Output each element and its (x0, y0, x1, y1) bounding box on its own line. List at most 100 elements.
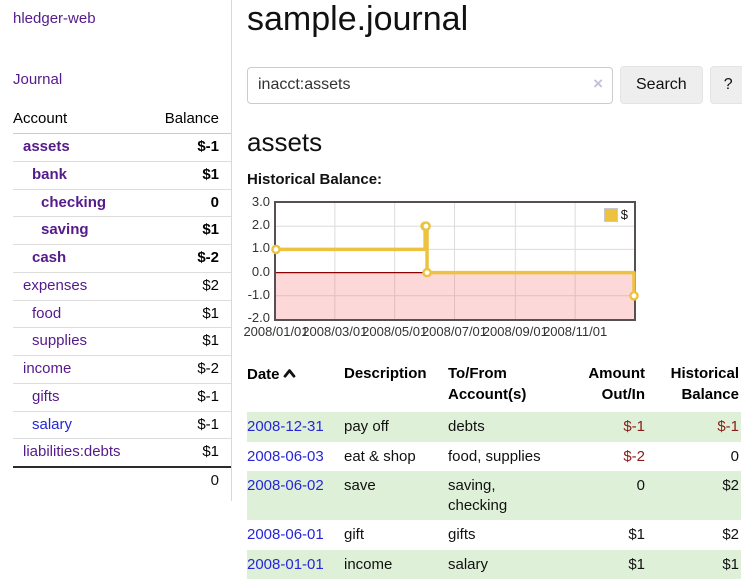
account-row: income $-2 (13, 355, 231, 384)
historical-balance-chart: $ 3.0 2.0 1.0 0.0 -1.0 -2.0 2008/01/01 2008/03/… (243, 194, 642, 344)
account-link[interactable]: food (32, 304, 62, 322)
account-page-title: assets (247, 127, 323, 158)
account-row: supplies $1 (13, 327, 231, 356)
account-link[interactable]: checking (41, 193, 107, 211)
description-cell: save (344, 477, 376, 495)
x-axis-tick-label: 2008/07/01 (421, 324, 488, 340)
x-axis-tick-label: 2008/09/01 (482, 324, 548, 340)
account-link[interactable]: assets (23, 138, 70, 155)
account-balance: $1 (147, 327, 231, 356)
account-row: cash $-2 (13, 244, 231, 273)
account-balance: $1 (202, 443, 219, 461)
account-link[interactable]: salary (32, 415, 73, 433)
description-cell: eat & shop (344, 447, 416, 465)
chart-plot-area: $ (271, 201, 639, 322)
col-balance: Historical Balance (670, 365, 739, 404)
date-link[interactable]: 2008-01-01 (247, 555, 324, 573)
register-table: Date Description To/From Account(s) Amou… (247, 361, 741, 580)
x-axis-tick-label: 2008/11/01 (543, 324, 608, 340)
sidebar: hledger-web Journal Account Balance asse… (0, 0, 232, 501)
accounts-cell: saving, checking (448, 477, 508, 514)
account-row: liabilities:debts $1 (13, 439, 231, 467)
account-row: assets $-1 (13, 133, 231, 162)
date-link[interactable]: 2008-12-31 (247, 418, 324, 436)
sort-asc-icon (283, 363, 296, 384)
account-row: food $1 (13, 300, 231, 329)
account-row: saving $1 (13, 216, 231, 245)
accounts-col-balance: Balance (147, 106, 231, 134)
date-link[interactable]: 2008-06-01 (247, 526, 324, 544)
date-link[interactable]: 2008-06-02 (247, 477, 324, 495)
legend-swatch-icon (603, 207, 618, 222)
account-balance: $-1 (147, 133, 231, 162)
search-input[interactable] (247, 66, 613, 104)
accounts-table: Account Balance assets $-1 bank $1 check… (13, 106, 231, 495)
account-link[interactable]: liabilities:debts (23, 443, 121, 461)
accounts-cell: food, supplies (448, 447, 541, 465)
account-balance: $1 (147, 300, 231, 329)
date-link[interactable]: 2008-06-03 (247, 447, 324, 465)
account-link[interactable]: saving (41, 221, 89, 239)
y-axis-tick-label: 1.0 (251, 240, 270, 256)
accounts-cell: salary (448, 555, 489, 573)
account-balance: 0 (147, 189, 231, 218)
description-cell: pay off (344, 418, 389, 436)
amount-cell: 0 (636, 477, 645, 495)
account-link[interactable]: income (23, 360, 72, 377)
legend-label: $ (620, 207, 628, 223)
y-axis-tick-label: 0.0 (251, 263, 270, 279)
balance-cell: $2 (722, 477, 739, 495)
page-title: sample.journal (247, 0, 469, 38)
account-balance: $-2 (147, 355, 231, 384)
y-axis-tick-label: 2.0 (251, 217, 270, 233)
balance-cell: $1 (722, 555, 739, 573)
description-cell: income (344, 555, 393, 573)
col-accounts: To/From Account(s) (448, 365, 527, 404)
account-link[interactable]: supplies (32, 332, 88, 350)
y-axis-tick-label: -2.0 (247, 310, 270, 326)
x-axis-tick-label: 2008/03/01 (302, 324, 368, 340)
account-balance: $-1 (147, 411, 231, 440)
help-button[interactable]: ? (709, 66, 742, 105)
account-link[interactable]: bank (32, 165, 68, 183)
chart-canvas (271, 203, 639, 320)
accounts-cell: gifts (448, 526, 476, 544)
account-row: expenses $2 (13, 272, 231, 301)
accounts-total-value: 0 (13, 466, 231, 495)
app-brand-link[interactable]: hledger-web (13, 10, 96, 27)
main-panel: sample.journal × Search ? assets Histori… (232, 0, 742, 582)
accounts-header-row: Account Balance (13, 106, 231, 134)
amount-cell: $1 (628, 555, 645, 573)
balance-cell: $-1 (717, 418, 739, 436)
search-form: × Search ? (247, 66, 742, 105)
description-cell: gift (344, 526, 365, 544)
account-balance: $1 (147, 216, 231, 245)
account-balance: $1 (147, 161, 231, 190)
account-row: checking 0 (13, 189, 231, 218)
x-axis-tick-label: 2008/05/01 (362, 324, 428, 340)
register-row: 2008-06-01 gift gifts $1 $2 (247, 520, 741, 550)
accounts-col-account: Account (13, 106, 148, 134)
search-button[interactable]: Search (620, 66, 703, 105)
register-row: 2008-06-02 save saving, checking 0 $2 (247, 471, 741, 521)
accounts-cell: debts (448, 418, 485, 436)
x-axis-tick-label: 2008/01/01 (243, 324, 309, 340)
account-balance: $-2 (147, 244, 231, 273)
account-link[interactable]: gifts (32, 387, 60, 405)
journal-link[interactable]: Journal (13, 71, 63, 88)
register-row: 2008-12-31 pay off debts $-1 $-1 (247, 412, 741, 442)
clear-search-icon[interactable]: × (593, 73, 603, 93)
chart-title: Historical Balance: (247, 171, 383, 189)
col-date[interactable]: Date (247, 361, 344, 412)
account-row: gifts $-1 (13, 383, 231, 412)
balance-cell: 0 (730, 447, 739, 465)
account-link[interactable]: cash (32, 249, 67, 266)
chart-legend: $ (602, 207, 629, 223)
account-row: salary $-1 (13, 411, 231, 440)
account-link[interactable]: expenses (23, 276, 88, 294)
account-balance: $-1 (147, 383, 231, 412)
accounts-total-row: 0 (13, 466, 231, 495)
register-row: 2008-06-03 eat & shop food, supplies $-2… (247, 442, 741, 472)
amount-cell: $-2 (623, 447, 645, 465)
y-axis-tick-label: -1.0 (247, 286, 270, 302)
